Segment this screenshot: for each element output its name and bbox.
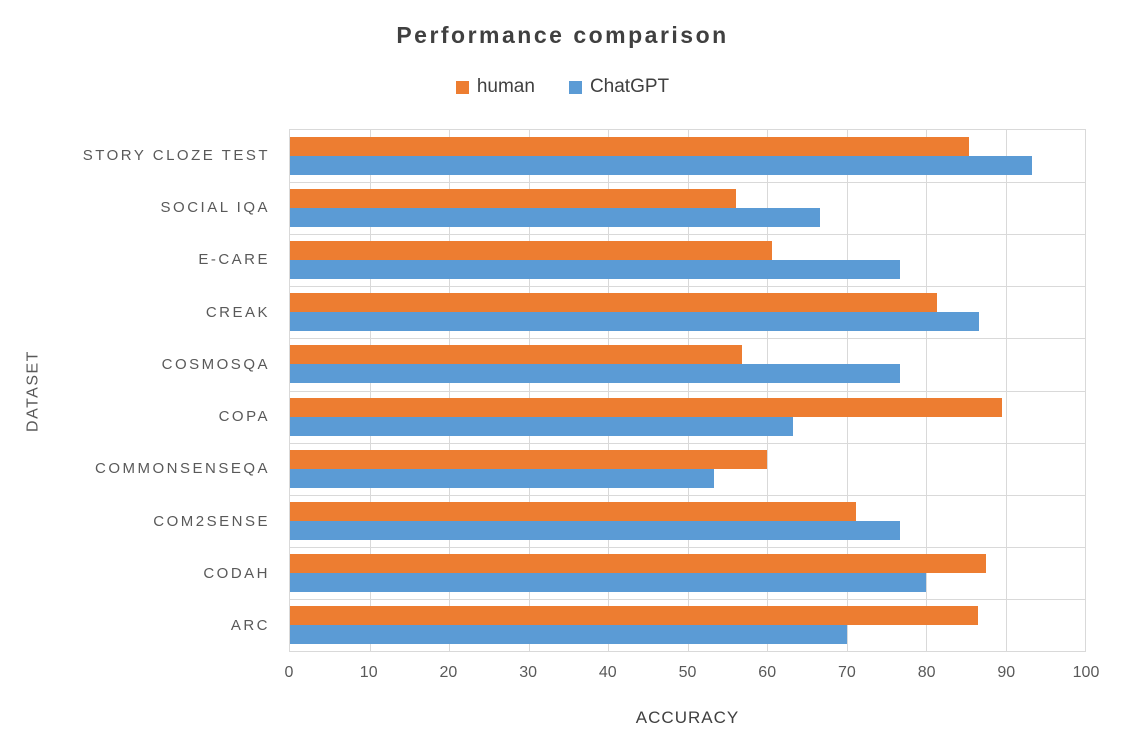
bar-chatgpt bbox=[290, 208, 821, 228]
gridline-horizontal bbox=[290, 598, 1085, 600]
bar-human bbox=[290, 241, 772, 261]
gridline-horizontal bbox=[290, 234, 1085, 236]
category-band bbox=[290, 391, 1085, 443]
x-tick-label: 10 bbox=[359, 664, 378, 681]
x-tick-label: 20 bbox=[439, 664, 458, 681]
category-axis: STORY CLOZE TEST SOCIAL IQA E-CARE CREAK COS… bbox=[0, 129, 270, 652]
category-label: ARC bbox=[230, 617, 270, 635]
legend-swatch-human-icon bbox=[455, 80, 469, 94]
chart-title: Performance comparison bbox=[396, 22, 729, 48]
x-tick-label: 100 bbox=[1072, 664, 1100, 681]
bar-human bbox=[290, 137, 969, 157]
category-label: E-CARE bbox=[198, 251, 270, 269]
gridline-horizontal bbox=[290, 338, 1085, 340]
legend-item-chatgpt: ChatGPT bbox=[568, 76, 670, 98]
gridline-horizontal bbox=[290, 494, 1085, 496]
category-label: COM2SENSE bbox=[153, 512, 270, 530]
x-tick-label: 80 bbox=[917, 664, 936, 681]
x-tick-label: 30 bbox=[519, 664, 537, 681]
category-band bbox=[290, 599, 1085, 651]
legend-label-human: human bbox=[476, 76, 535, 97]
category-band bbox=[290, 286, 1085, 338]
bar-chatgpt bbox=[290, 156, 1032, 176]
bar-chatgpt bbox=[290, 520, 900, 540]
plot-area bbox=[289, 129, 1086, 652]
category-band bbox=[290, 130, 1085, 182]
bar-chatgpt bbox=[290, 312, 980, 332]
category-label: CODAH bbox=[203, 565, 270, 583]
bar-chatgpt bbox=[290, 260, 900, 280]
category-label: CREAK bbox=[205, 303, 270, 321]
gridline-horizontal bbox=[290, 442, 1085, 444]
bar-chatgpt bbox=[290, 624, 847, 644]
bar-human bbox=[290, 345, 743, 365]
category-band bbox=[290, 443, 1085, 495]
bar-human bbox=[290, 553, 986, 573]
x-axis-ticks: 0 10 20 30 40 50 60 70 80 90 100 bbox=[285, 664, 1100, 686]
bar-chatgpt bbox=[290, 416, 794, 436]
category-band bbox=[290, 547, 1085, 599]
legend-item-human: human bbox=[455, 76, 535, 98]
category-label: COPA bbox=[218, 408, 270, 426]
x-tick-label: 60 bbox=[758, 664, 777, 681]
category-label: SOCIAL IQA bbox=[160, 198, 270, 216]
gridline-horizontal bbox=[290, 286, 1085, 288]
bar-human bbox=[290, 501, 857, 521]
bar-human bbox=[290, 189, 736, 209]
category-label: COMMONSENSEQA bbox=[94, 460, 270, 478]
x-tick-label: 50 bbox=[678, 664, 697, 681]
category-label: COSMOSQA bbox=[161, 355, 270, 373]
gridline-horizontal bbox=[290, 390, 1085, 392]
legend-swatch-chatgpt-icon bbox=[568, 80, 582, 94]
category-band bbox=[290, 338, 1085, 390]
x-tick-label: 0 bbox=[284, 664, 294, 681]
bar-human bbox=[290, 449, 767, 469]
x-tick-label: 90 bbox=[997, 664, 1016, 681]
bar-chatgpt bbox=[290, 572, 926, 592]
legend-label-chatgpt: ChatGPT bbox=[589, 76, 670, 97]
bar-chatgpt bbox=[290, 468, 714, 488]
gridline-horizontal bbox=[290, 182, 1085, 184]
x-tick-label: 70 bbox=[837, 664, 856, 681]
bar-human bbox=[290, 293, 938, 313]
category-label: STORY CLOZE TEST bbox=[82, 146, 270, 164]
x-axis-title: ACCURACY bbox=[635, 708, 740, 727]
x-tick-label: 40 bbox=[598, 664, 617, 681]
bar-human bbox=[290, 397, 1003, 417]
legend: human ChatGPT bbox=[0, 76, 1125, 98]
bar-chatgpt bbox=[290, 364, 900, 384]
gridline-horizontal bbox=[290, 546, 1085, 548]
category-band bbox=[290, 495, 1085, 547]
category-band bbox=[290, 182, 1085, 234]
bar-human bbox=[290, 605, 979, 625]
category-band bbox=[290, 234, 1085, 286]
